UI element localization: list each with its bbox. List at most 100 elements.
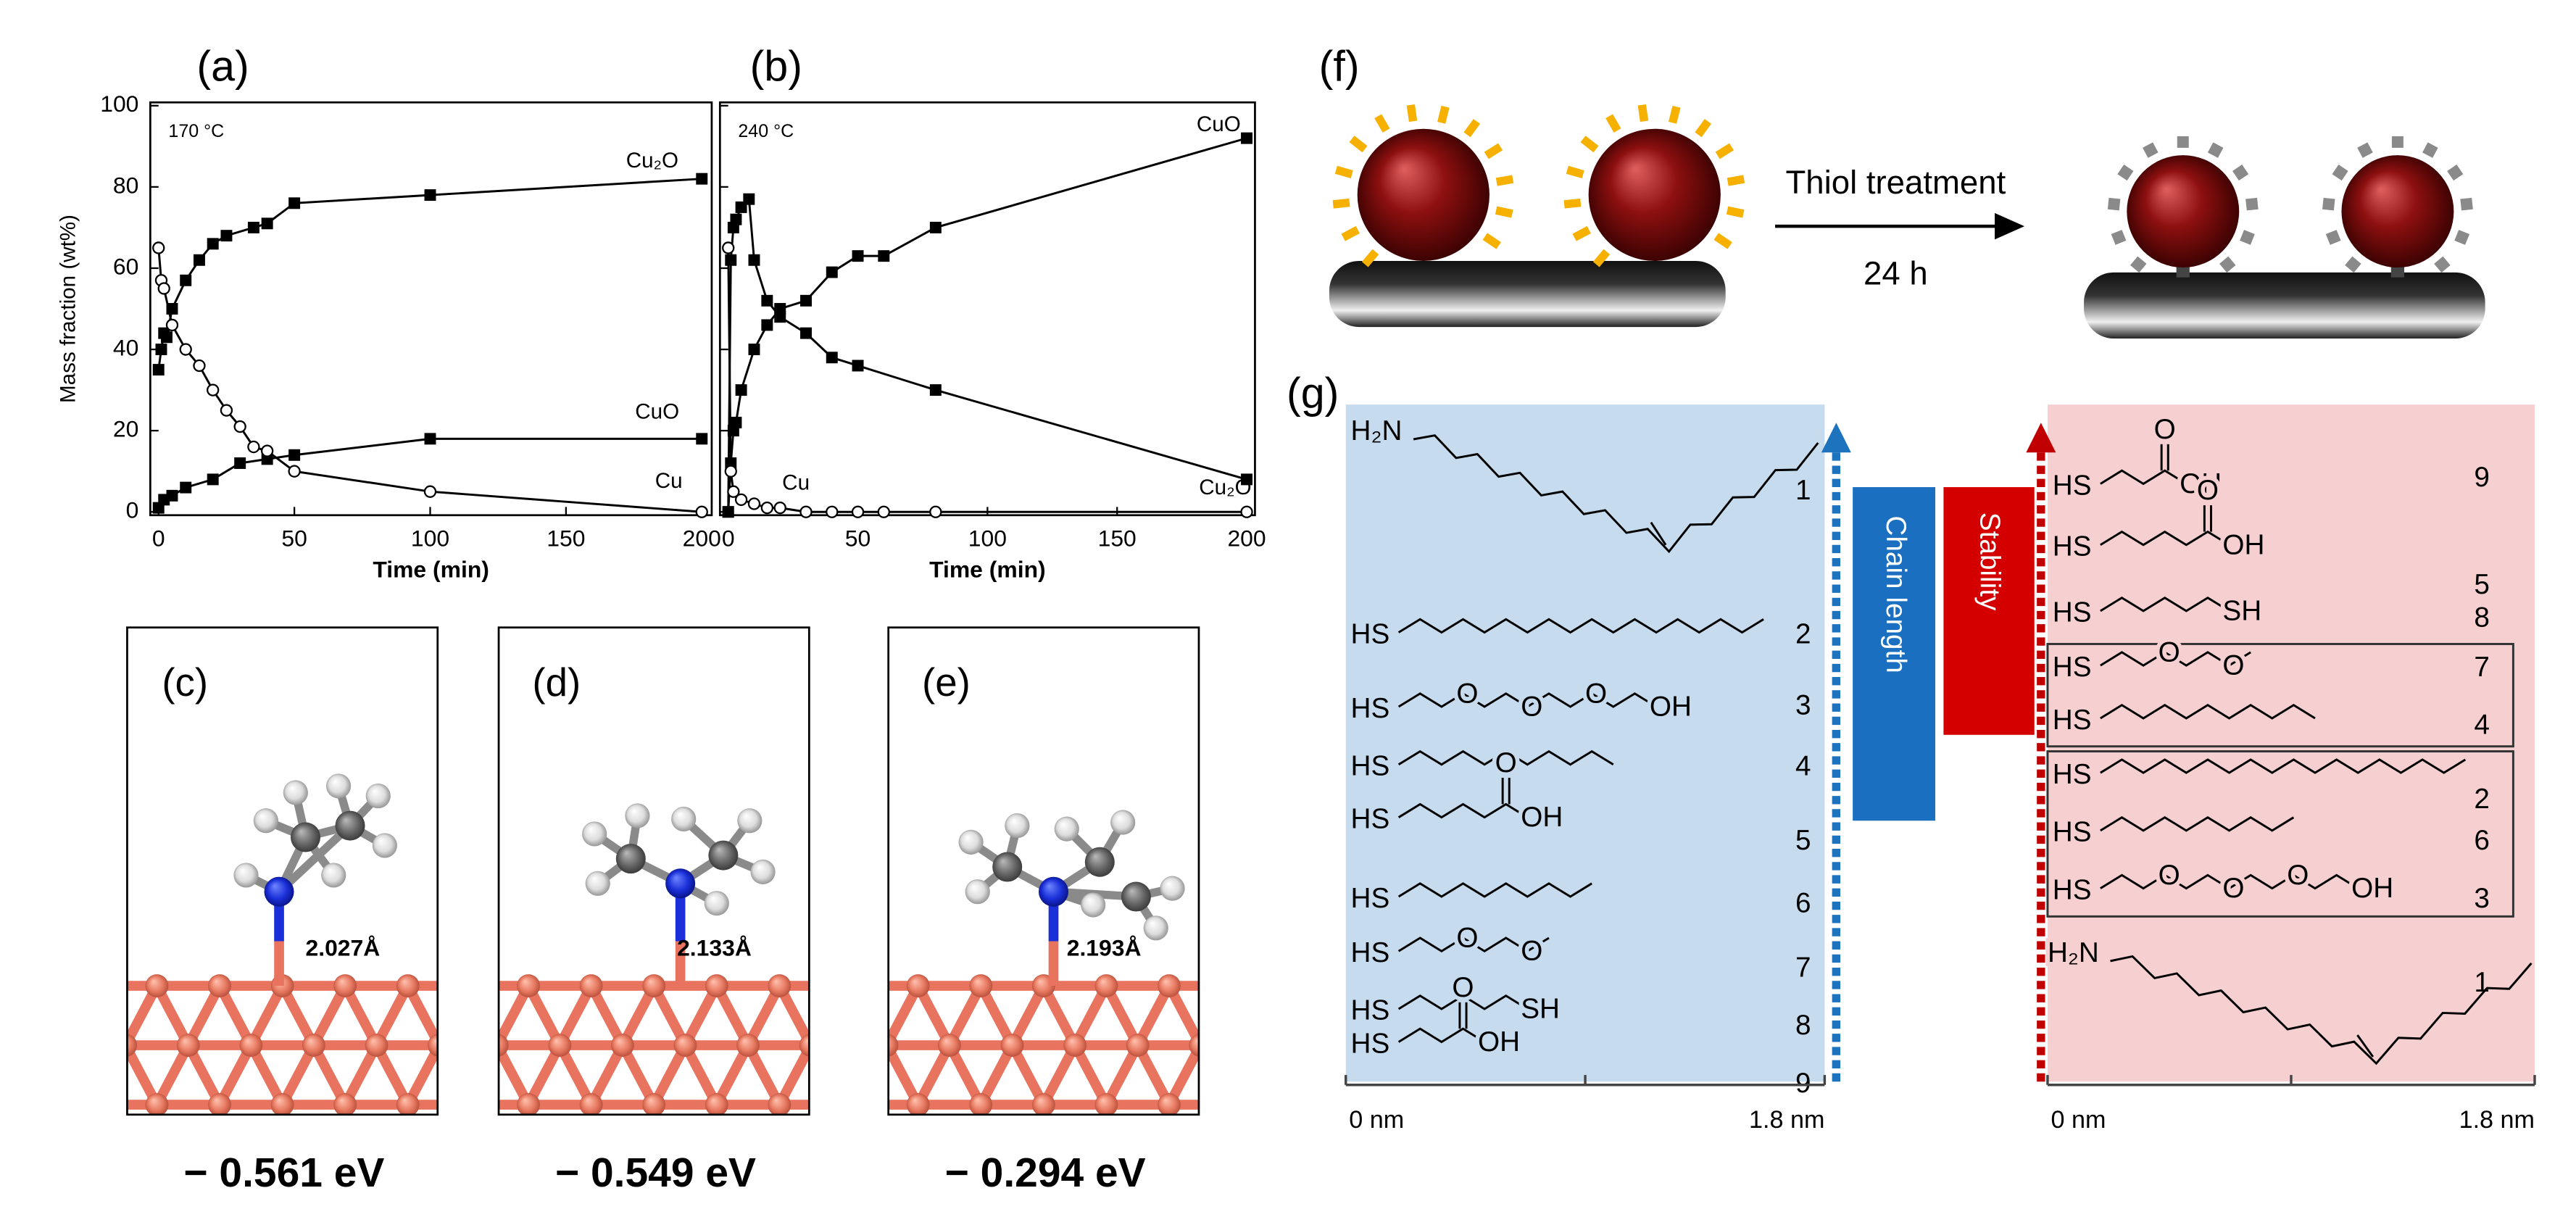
n-atom: [1038, 876, 1069, 907]
cu-bond: [888, 1037, 892, 1044]
marker: [761, 294, 773, 307]
molecule-group: H₂N: [1351, 415, 1403, 446]
cu-atom: [333, 1093, 357, 1115]
thiol-ligand: [2232, 165, 2249, 181]
carbon-chain: [2100, 873, 2359, 890]
series-label: Cu₂O: [626, 149, 678, 173]
molecule-group: O: [2222, 873, 2244, 904]
molecule-group: HS: [2053, 705, 2092, 736]
bar-text: Stability: [1974, 512, 2006, 611]
cu-bond: [470, 986, 502, 1045]
molecule-number: 5: [2474, 569, 2490, 600]
molecule-group: HS: [2053, 470, 2092, 501]
molecule-number: 4: [2474, 710, 2490, 741]
marker: [157, 282, 170, 295]
adsorption-energy: − 0.561 eV: [183, 1150, 384, 1196]
cu-atom: [642, 1093, 666, 1115]
cu-atom: [459, 1093, 482, 1116]
marker: [161, 331, 173, 344]
cu-atom: [1094, 1093, 1118, 1115]
marker: [247, 440, 260, 454]
molecule-group: SH: [2222, 595, 2261, 626]
marker: [155, 344, 167, 356]
marker: [727, 485, 740, 498]
thiol-ligand: [2130, 256, 2147, 273]
cu-bond: [842, 986, 873, 1045]
n-atom: [665, 868, 696, 899]
marker: [207, 383, 220, 396]
h-atom: [1005, 813, 1030, 839]
marker: [773, 501, 786, 515]
cu-atom: [127, 1034, 138, 1057]
marker: [929, 505, 942, 518]
stability-bar: [1943, 487, 2035, 735]
marker: [695, 505, 708, 518]
h-atom: [253, 808, 278, 834]
cu-atom: [673, 1034, 697, 1058]
molecule-group: H₂N: [2048, 937, 2099, 968]
molecule-group: HS: [1351, 883, 1390, 914]
marker: [152, 241, 165, 254]
cu-bond: [806, 1037, 810, 1044]
molecule-group: HS: [2053, 531, 2092, 562]
marker: [722, 241, 735, 254]
cu-atom: [1221, 1093, 1244, 1116]
h-atom: [1054, 816, 1079, 842]
marker: [724, 465, 737, 478]
adsorption-energy: − 0.549 eV: [555, 1150, 756, 1196]
h-atom: [1143, 915, 1168, 941]
cu-bond: [1196, 1037, 1199, 1044]
cu-bond: [1232, 986, 1263, 1045]
marker: [851, 505, 865, 518]
x-tick-label: 150: [1098, 525, 1137, 551]
marker: [734, 493, 748, 507]
cu-atom: [705, 974, 728, 998]
marker: [165, 318, 179, 332]
ligand: [1482, 233, 1501, 249]
thiol-ligand: [2107, 197, 2121, 211]
h-atom: [1160, 876, 1185, 901]
carbon-chain: [2100, 815, 2295, 832]
bar-text: Chain length: [1880, 515, 1911, 673]
cu-atom: [579, 974, 603, 998]
marker: [929, 384, 942, 396]
thiol-ligand: [2143, 142, 2159, 158]
marker: [774, 303, 786, 315]
marker: [1240, 505, 1253, 518]
series-line: [727, 196, 1247, 512]
cu-atom: [517, 1093, 540, 1115]
panel-label: (a): [196, 41, 249, 90]
cu-atom: [1283, 1093, 1306, 1116]
ligand: [1463, 119, 1481, 138]
h-atom: [965, 879, 990, 905]
marker: [288, 449, 301, 461]
bond-length: 2.193Å: [1067, 934, 1142, 960]
molecule-group: O: [1495, 747, 1517, 778]
carbon-chain: [2100, 758, 2467, 774]
molecule-group: HS: [1351, 693, 1390, 724]
arrow-text: Thiol treatment: [1785, 164, 2006, 201]
marker: [725, 254, 737, 266]
cu-atom: [969, 1093, 993, 1115]
carbon-chain: [2110, 955, 2533, 1066]
cu-atom: [1189, 1034, 1199, 1057]
ligand: [1563, 198, 1582, 209]
cu-bond: [470, 1045, 502, 1105]
carbon-chain: [1397, 936, 1550, 952]
cu-bond: [824, 986, 855, 1045]
marker: [878, 250, 890, 262]
thiol-ligand: [2245, 197, 2259, 211]
thiol-ligand: [2454, 230, 2470, 245]
h-atom: [582, 821, 607, 847]
double-bond: [1650, 521, 1667, 546]
molecule-group: HS: [1351, 751, 1390, 782]
thiol-ligand: [2325, 230, 2341, 245]
x-axis-label: Time (min): [373, 557, 489, 583]
cu-atom: [208, 974, 231, 998]
y-tick-label: 40: [113, 334, 138, 360]
molecule-number: 3: [2474, 883, 2490, 914]
ligand: [1605, 114, 1621, 133]
cu-bond: [434, 1037, 438, 1044]
copper-slab: [499, 974, 873, 1115]
